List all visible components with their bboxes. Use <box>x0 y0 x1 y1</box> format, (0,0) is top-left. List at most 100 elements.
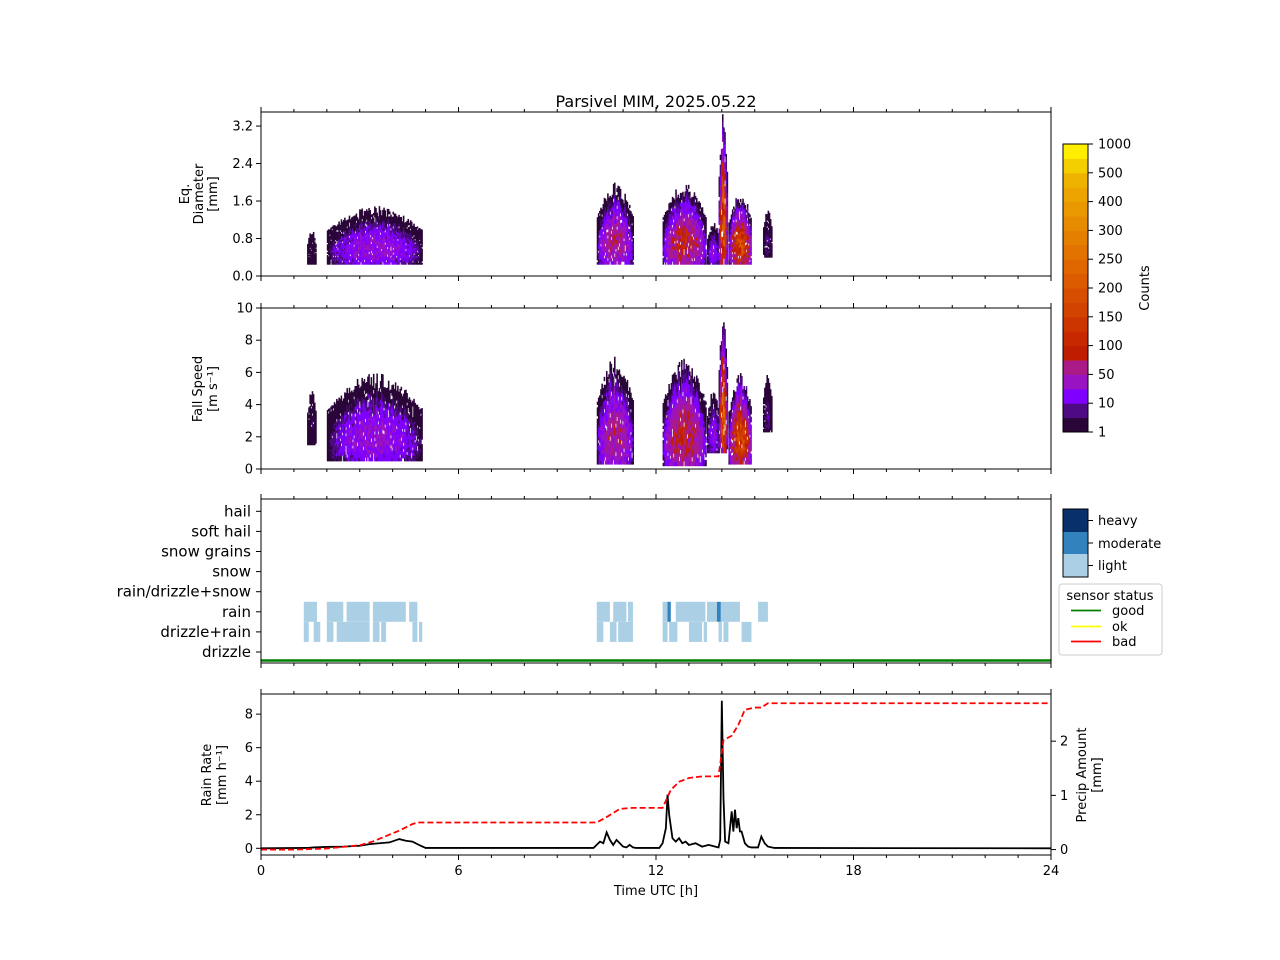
heatmap-cell <box>385 255 388 259</box>
heatmap-cell <box>337 253 339 256</box>
heatmap-cell <box>672 246 675 250</box>
heatmap-cell <box>701 220 704 224</box>
heatmap-cell <box>684 227 687 232</box>
heatmap-cell <box>749 232 751 236</box>
heatmap-cell <box>630 246 632 250</box>
heatmap-cell <box>765 255 767 258</box>
heatmap-cell <box>387 241 390 245</box>
heatmap-cell <box>415 230 418 233</box>
heatmap-cell <box>399 242 401 246</box>
heatmap-cell <box>345 260 347 263</box>
heatmap-cell <box>312 424 315 427</box>
heatmap-cell <box>733 222 735 226</box>
heatmap-cell <box>378 261 381 265</box>
heatmap-cell <box>308 421 310 424</box>
heatmap-cell <box>596 249 599 252</box>
heatmap-cell <box>619 195 622 200</box>
heatmap-cell <box>671 230 674 235</box>
heatmap-cell <box>599 225 601 229</box>
heatmap-cell <box>735 258 737 262</box>
heatmap-cell <box>420 238 422 241</box>
heatmap-cell <box>687 249 690 254</box>
heatmap-cell <box>699 247 701 251</box>
heatmap-cell <box>385 223 388 226</box>
heatmap-cell <box>394 220 397 224</box>
heatmap-cell <box>663 241 666 245</box>
heatmap-cell <box>619 257 622 262</box>
heatmap-cell <box>671 206 674 210</box>
heatmap-cell <box>702 236 705 240</box>
heatmap-cell <box>741 255 743 260</box>
heatmap-cell <box>346 230 348 233</box>
heatmap-cell <box>337 439 339 443</box>
heatmap-cell <box>330 244 332 247</box>
heatmap-cell <box>311 245 314 247</box>
heatmap-cell <box>334 424 337 428</box>
heatmap-cell <box>765 225 767 229</box>
heatmap-cell <box>310 401 313 405</box>
heatmap-cell <box>314 258 316 260</box>
heatmap-cell <box>370 239 373 243</box>
heatmap-cell <box>417 244 420 247</box>
heatmap-cell <box>389 225 391 229</box>
heatmap-cell <box>745 246 748 250</box>
heatmap-cell <box>352 257 354 261</box>
heatmap-cell <box>675 226 677 231</box>
heatmap-cell <box>768 226 771 230</box>
heatmap-cell <box>695 222 698 226</box>
heatmap-cell <box>311 437 314 441</box>
heatmap-cell <box>384 234 386 238</box>
heatmap-cell <box>676 233 678 238</box>
heatmap-cell <box>617 228 620 233</box>
heatmap-cell <box>338 452 340 456</box>
heatmap-cell <box>331 438 333 442</box>
heatmap-cell <box>382 222 384 226</box>
heatmap-cell <box>618 186 621 191</box>
heatmap-cell <box>692 245 695 250</box>
heatmap-cell <box>666 252 668 255</box>
heatmap-cell <box>363 244 366 248</box>
heatmap-cell <box>683 236 685 241</box>
heatmap-cell <box>622 258 624 262</box>
heatmap-cell <box>357 223 360 227</box>
heatmap-cell <box>348 454 351 459</box>
heatmap-cell <box>744 218 747 222</box>
heatmap-cell <box>707 251 709 254</box>
heatmap-cell <box>769 234 772 237</box>
heatmap-cell <box>370 223 373 227</box>
heatmap-cell <box>767 244 770 248</box>
heatmap-cell <box>331 248 333 252</box>
heatmap-cell <box>596 232 599 235</box>
heatmap-cell <box>602 225 605 230</box>
heatmap-cell <box>348 447 351 452</box>
heatmap-cell <box>711 260 714 263</box>
heatmap-cell <box>315 426 317 429</box>
heatmap-cell <box>686 236 689 241</box>
heatmap-cell <box>378 245 381 249</box>
heatmap-cell <box>420 240 422 243</box>
heatmap-cell <box>695 219 698 223</box>
heatmap-cell <box>663 228 666 231</box>
heatmap-cell <box>404 262 406 265</box>
heatmap-cell <box>331 458 333 462</box>
heatmap-cell <box>726 230 729 236</box>
heatmap-cell <box>308 240 310 242</box>
heatmap-cell <box>333 251 336 255</box>
heatmap-cell <box>629 234 631 238</box>
heatmap-cell <box>716 242 718 245</box>
heatmap-cell <box>601 254 603 258</box>
heatmap-cell <box>352 426 354 431</box>
heatmap-cell <box>345 408 347 412</box>
heatmap-cell <box>708 244 710 246</box>
heatmap-cell <box>326 433 329 436</box>
heatmap-cell <box>369 217 372 221</box>
heatmap-cell <box>750 234 752 238</box>
heatmap-cell <box>311 442 314 446</box>
heatmap-cell <box>674 199 676 203</box>
heatmap-cell <box>615 236 617 240</box>
heatmap-cell <box>315 429 317 432</box>
heatmap-cell <box>693 251 696 255</box>
heatmap-cell <box>400 227 403 231</box>
heatmap-cell <box>720 170 723 177</box>
heatmap-cell <box>364 228 367 231</box>
